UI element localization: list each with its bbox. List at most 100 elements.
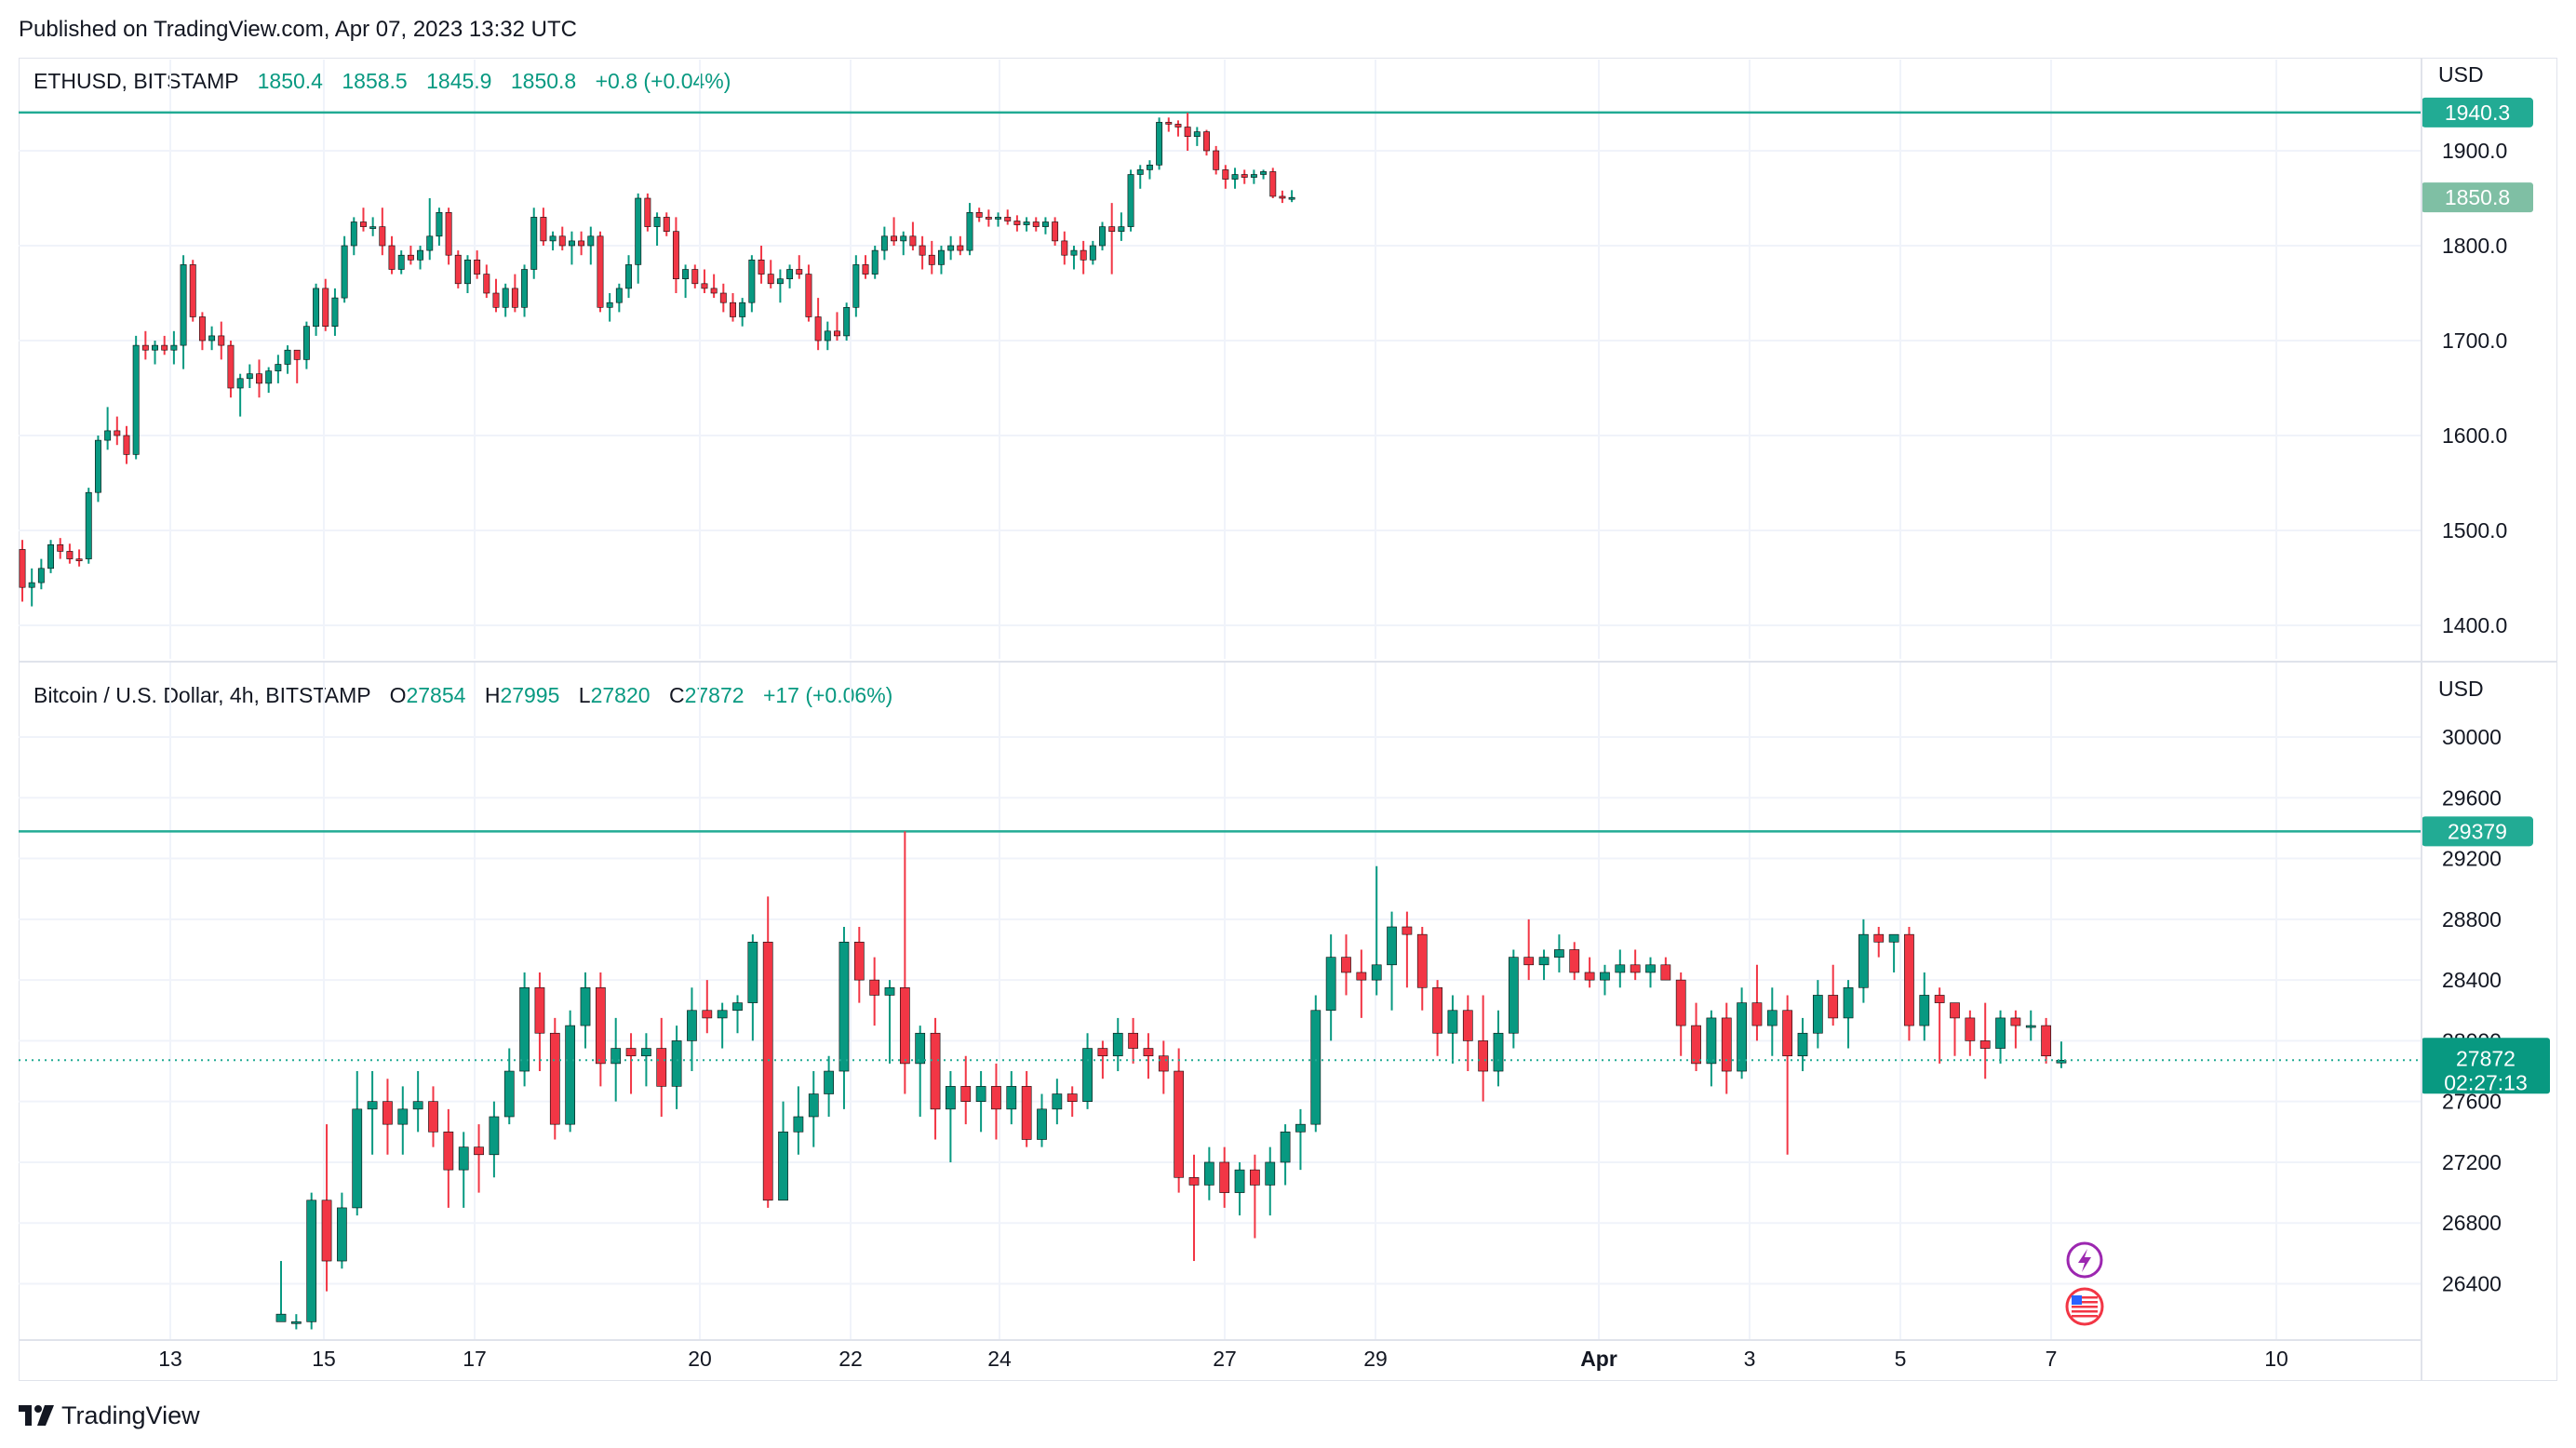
eth-candle-body[interactable]: [672, 231, 679, 279]
btc-candle-body[interactable]: [367, 1101, 378, 1110]
btc-candle-body[interactable]: [290, 1321, 302, 1324]
btc-candle-body[interactable]: [869, 979, 880, 996]
eth-candle-body[interactable]: [511, 288, 518, 308]
btc-candle-body[interactable]: [899, 986, 910, 1065]
btc-candle-body[interactable]: [1782, 1010, 1793, 1057]
btc-candle-body[interactable]: [1979, 1040, 1991, 1049]
btc-candle-body[interactable]: [778, 1132, 788, 1201]
btc-candle-body[interactable]: [1737, 1002, 1747, 1072]
eth-candle-body[interactable]: [75, 558, 83, 561]
eth-candle-body[interactable]: [417, 249, 424, 261]
btc-candle-body[interactable]: [549, 1032, 560, 1125]
btc-candle-body[interactable]: [1265, 1161, 1276, 1186]
btc-candle-body[interactable]: [1356, 972, 1367, 981]
eth-candle-body[interactable]: [938, 249, 945, 265]
eth-candle-body[interactable]: [1260, 171, 1268, 175]
eth-candle-body[interactable]: [1279, 195, 1286, 199]
btc-candle-body[interactable]: [1965, 1017, 1976, 1041]
eth-candle-body[interactable]: [275, 364, 282, 371]
eth-candle-body[interactable]: [313, 288, 320, 327]
eth-candle-body[interactable]: [407, 254, 414, 261]
eth-candle-body[interactable]: [132, 344, 140, 455]
btc-candle-body[interactable]: [1250, 1169, 1260, 1186]
btc-candle-body[interactable]: [687, 1010, 697, 1041]
btc-candle-body[interactable]: [884, 986, 895, 996]
eth-candle-body[interactable]: [587, 235, 595, 247]
btc-candle-body[interactable]: [1097, 1048, 1108, 1057]
eth-candle-body[interactable]: [104, 430, 112, 441]
eth-candle-body[interactable]: [293, 349, 301, 360]
eth-candle-body[interactable]: [682, 269, 690, 279]
eth-candle-body[interactable]: [123, 435, 130, 455]
eth-candle-body[interactable]: [1250, 174, 1257, 178]
btc-candle-body[interactable]: [610, 1048, 622, 1065]
btc-candle-body[interactable]: [1766, 1010, 1778, 1026]
eth-candle-body[interactable]: [454, 254, 462, 285]
btc-candle-body[interactable]: [458, 1146, 469, 1171]
btc-candle-body[interactable]: [1416, 933, 1428, 988]
eth-candle-body[interactable]: [625, 264, 632, 289]
btc-candle-body[interactable]: [747, 942, 758, 1003]
eth-candle-body[interactable]: [236, 378, 244, 389]
eth-candle-body[interactable]: [758, 259, 765, 275]
btc-candle-body[interactable]: [1188, 1176, 1200, 1186]
eth-candle-body[interactable]: [246, 373, 253, 380]
btc-candle-body[interactable]: [1219, 1161, 1230, 1193]
eth-candle-body[interactable]: [653, 217, 661, 227]
btc-candle-body[interactable]: [1615, 964, 1626, 973]
btc-candle-body[interactable]: [337, 1207, 347, 1262]
eth-candle-body[interactable]: [1108, 226, 1116, 233]
eth-candle-body[interactable]: [1165, 122, 1173, 125]
btc-candle-body[interactable]: [1888, 933, 1899, 943]
btc-candle-body[interactable]: [793, 1116, 804, 1133]
eth-candle-body[interactable]: [47, 543, 54, 570]
eth-candle-body[interactable]: [1013, 221, 1021, 225]
btc-candle-body[interactable]: [1203, 1161, 1214, 1186]
eth-candle-body[interactable]: [521, 269, 528, 308]
eth-candle-body[interactable]: [331, 297, 339, 328]
btc-candle-body[interactable]: [1037, 1108, 1047, 1140]
eth-candle-body[interactable]: [957, 245, 964, 251]
btc-candle-body[interactable]: [2056, 1059, 2067, 1064]
eth-candle-body[interactable]: [189, 264, 196, 317]
eth-candle-body[interactable]: [558, 235, 566, 247]
eth-candle-body[interactable]: [805, 274, 812, 317]
eth-candle-body[interactable]: [218, 335, 225, 346]
eth-candle-body[interactable]: [1041, 221, 1049, 227]
eth-candle-body[interactable]: [170, 344, 178, 351]
btc-candle-body[interactable]: [839, 942, 850, 1072]
btc-candle-body[interactable]: [503, 1070, 515, 1118]
btc-candle-body[interactable]: [1371, 964, 1382, 981]
eth-candle-body[interactable]: [796, 269, 803, 275]
eth-candle-body[interactable]: [1127, 174, 1134, 227]
btc-candle-body[interactable]: [1995, 1017, 2006, 1049]
eth-candle-body[interactable]: [900, 235, 907, 242]
btc-candle-body[interactable]: [1843, 986, 1854, 1019]
eth-candle-body[interactable]: [776, 278, 784, 285]
btc-candle-body[interactable]: [1675, 979, 1686, 1026]
btc-candle-body[interactable]: [1082, 1048, 1093, 1102]
eth-candle-body[interactable]: [1061, 240, 1068, 256]
eth-candle-body[interactable]: [540, 217, 547, 242]
eth-candle-body[interactable]: [1184, 127, 1191, 137]
eth-candle-body[interactable]: [1023, 221, 1030, 225]
eth-candle-body[interactable]: [1269, 171, 1277, 197]
eth-candle-body[interactable]: [730, 302, 736, 317]
eth-candle-body[interactable]: [426, 235, 434, 251]
btc-candle-body[interactable]: [1858, 933, 1869, 988]
eth-candle-body[interactable]: [256, 373, 262, 384]
eth-candle-body[interactable]: [880, 235, 888, 251]
eth-candle-body[interactable]: [719, 292, 727, 303]
eth-candle-body[interactable]: [578, 240, 585, 247]
btc-candle-body[interactable]: [1295, 1123, 1306, 1133]
eth-candle-body[interactable]: [1070, 249, 1078, 256]
eth-candle-body[interactable]: [606, 302, 613, 308]
eth-candle-body[interactable]: [530, 217, 538, 270]
btc-candle-body[interactable]: [1447, 1010, 1458, 1034]
eth-candle-body[interactable]: [691, 269, 699, 285]
eth-candle-body[interactable]: [1193, 131, 1201, 138]
btc-candle-body[interactable]: [306, 1200, 317, 1322]
btc-candle-body[interactable]: [671, 1040, 682, 1087]
eth-candle-body[interactable]: [1222, 169, 1229, 180]
btc-candle-body[interactable]: [975, 1086, 986, 1102]
